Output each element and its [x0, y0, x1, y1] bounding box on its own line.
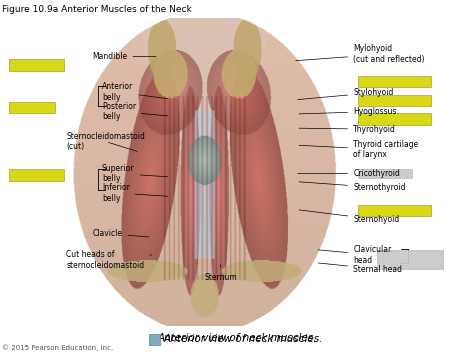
- Text: Anterior view of neck muscles.: Anterior view of neck muscles.: [164, 334, 323, 344]
- Bar: [9, 169, 64, 181]
- Text: Anterior
belly: Anterior belly: [102, 82, 168, 102]
- Text: Clavicular
head: Clavicular head: [318, 245, 392, 264]
- Bar: [9, 102, 55, 113]
- Text: © 2015 Pearson Education, Inc.: © 2015 Pearson Education, Inc.: [2, 344, 114, 351]
- Text: Stylohyoid: Stylohyoid: [298, 88, 393, 99]
- Text: Sternocleidomastoid
(cut): Sternocleidomastoid (cut): [66, 132, 145, 152]
- Text: Cricothyroid: Cricothyroid: [298, 169, 400, 178]
- Bar: [358, 113, 431, 125]
- Text: Mandible: Mandible: [92, 52, 156, 61]
- Text: Superior
belly: Superior belly: [102, 164, 168, 183]
- Text: Thyrohyoid: Thyrohyoid: [299, 125, 396, 134]
- Text: Hyoglossus: Hyoglossus: [299, 107, 397, 116]
- Bar: [377, 250, 443, 269]
- Bar: [358, 169, 412, 178]
- Text: Anterior view of neck muscles.: Anterior view of neck muscles.: [157, 333, 317, 343]
- Text: Figure 10.9a Anterior Muscles of the Neck: Figure 10.9a Anterior Muscles of the Nec…: [2, 5, 192, 14]
- Text: Posterior
belly: Posterior belly: [102, 102, 168, 121]
- Text: Sternohyoid: Sternohyoid: [299, 210, 400, 224]
- Text: Sternum: Sternum: [204, 265, 237, 281]
- Text: Sternothyroid: Sternothyroid: [299, 182, 406, 192]
- Bar: [358, 95, 431, 106]
- Text: Cut heads of
sternocleidomastoid: Cut heads of sternocleidomastoid: [66, 251, 152, 270]
- Bar: [358, 205, 431, 216]
- Text: Thyroid cartilage
of larynx: Thyroid cartilage of larynx: [299, 140, 419, 159]
- Text: Inferior
belly: Inferior belly: [102, 183, 168, 202]
- Bar: [9, 59, 64, 71]
- Text: Sternal head: Sternal head: [318, 263, 402, 274]
- Text: Clavicle: Clavicle: [92, 229, 149, 238]
- Text: Mylohyoid
(cut and reflected): Mylohyoid (cut and reflected): [296, 44, 425, 63]
- Bar: [358, 76, 431, 87]
- Bar: [149, 334, 160, 345]
